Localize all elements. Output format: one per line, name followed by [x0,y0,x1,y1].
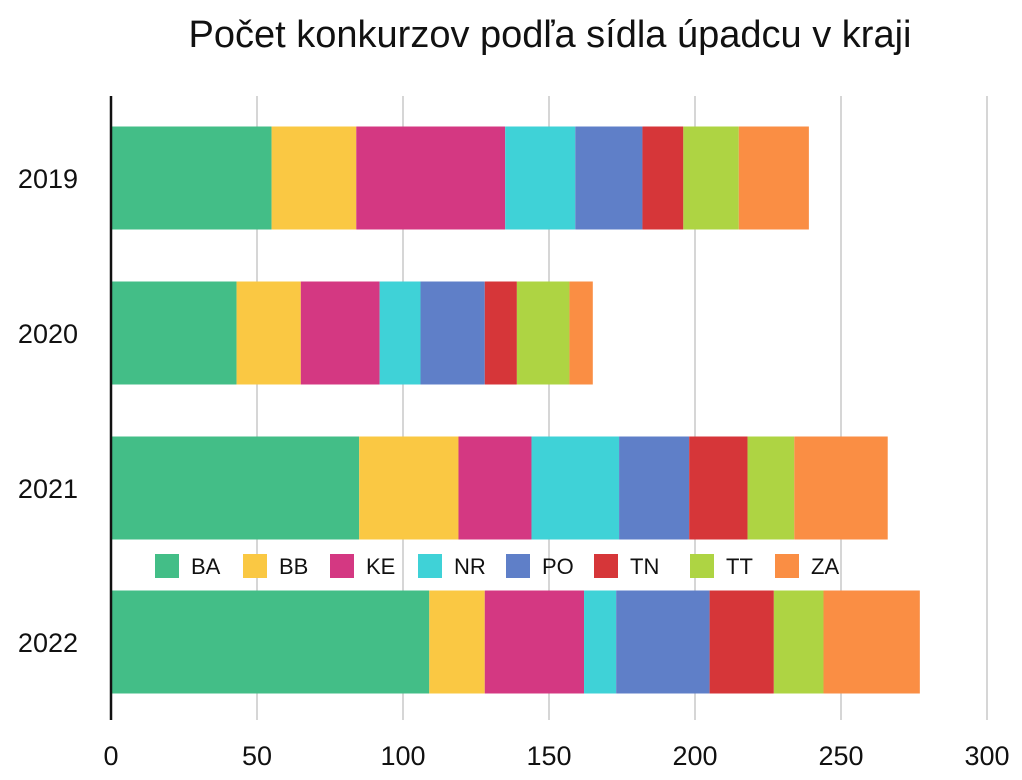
x-tick-label: 50 [242,741,272,771]
bar-segment [300,281,380,385]
bar-segment [271,126,357,230]
bar-segment [616,590,710,694]
chart-title: Počet konkurzov podľa sídla úpadcu v kra… [188,14,912,56]
bar-segment [505,126,576,230]
bar-segment [379,281,421,385]
legend-label: BB [279,554,308,579]
x-tick-label: 100 [380,741,425,771]
legend-swatch [330,554,354,578]
bar-segment [356,126,506,230]
legend-swatch [775,554,799,578]
legend-swatch [418,554,442,578]
x-tick-label: 0 [103,741,118,771]
legend-swatch [155,554,179,578]
bar-segment [709,590,774,694]
x-tick-label: 150 [526,741,571,771]
bar-segment [111,281,237,385]
y-tick-label: 2021 [18,474,78,504]
legend-label: TT [726,554,753,579]
x-tick-label: 200 [672,741,717,771]
legend-label: NR [454,554,486,579]
y-tick-label: 2019 [18,164,78,194]
bar-segment [236,281,301,385]
bar-segment [531,436,620,540]
bar-segment [738,126,809,230]
bar-segment [569,281,593,385]
legend-swatch [594,554,618,578]
legend-label: ZA [811,554,839,579]
bar-segment [575,126,643,230]
legend-item: PO [506,554,574,579]
legend-item: ZA [775,554,839,579]
bar-segment [794,436,888,540]
bar-segment [420,281,485,385]
bar-segment [823,590,920,694]
x-tick-label: 300 [964,741,1009,771]
bar-segment [484,281,517,385]
bar-segment [619,436,690,540]
bar-segment [773,590,824,694]
bar-segment [484,590,585,694]
legend-swatch [690,554,714,578]
legend-item: KE [330,554,395,579]
bar-segment [584,590,617,694]
bar-segment [458,436,532,540]
legend-label: BA [191,554,221,579]
y-tick-label: 2020 [18,319,78,349]
bar-segment [111,126,272,230]
legend-swatch [243,554,267,578]
legend-item: NR [418,554,486,579]
y-tick-label: 2022 [18,628,78,658]
bar-segment [111,436,360,540]
legend-item: BA [155,554,221,579]
legend-swatch [506,554,530,578]
legend-item: BB [243,554,308,579]
bar-segment [683,126,739,230]
legend-label: TN [630,554,659,579]
bar-segment [429,590,485,694]
bar-segment [642,126,684,230]
legend-item: TT [690,554,753,579]
x-tick-label: 250 [818,741,863,771]
bar-segment [689,436,748,540]
legend-label: KE [366,554,395,579]
bar-segment [111,590,430,694]
bar-segment [516,281,570,385]
bar-segment [359,436,459,540]
bar-segment [747,436,795,540]
legend-label: PO [542,554,574,579]
legend-item: TN [594,554,659,579]
